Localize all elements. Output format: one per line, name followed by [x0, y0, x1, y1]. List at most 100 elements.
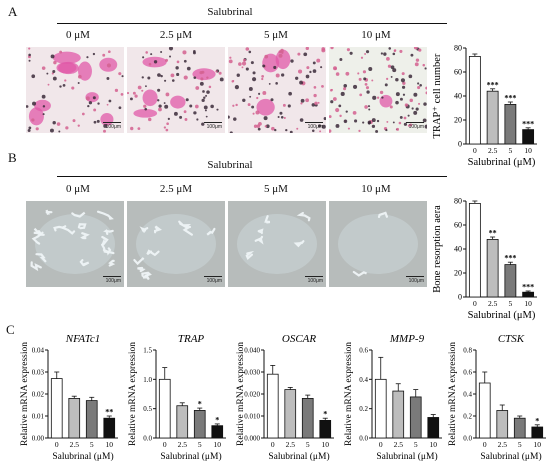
y-tick-label: 0.020	[244, 391, 260, 399]
bar	[486, 239, 499, 298]
y-axis-label: TRAP⁺ cell number	[432, 53, 443, 138]
trap-positive-cell	[52, 51, 81, 64]
scale-bar-label: 100μm	[206, 278, 222, 284]
x-tick-label: 5	[90, 440, 94, 449]
bar	[504, 264, 517, 298]
significance-mark: **	[489, 229, 497, 238]
x-axis-label: Salubrinal (μM)	[468, 310, 536, 321]
significance-mark: ***	[487, 80, 499, 89]
panel-b-conc-0: 0 μM	[66, 183, 90, 195]
bar	[409, 396, 422, 439]
bar	[68, 398, 81, 439]
bar	[478, 382, 491, 439]
chart-title: TRAP	[178, 333, 205, 345]
panel-label-b: B	[8, 150, 17, 165]
panel-a-conc-0: 0 μM	[66, 29, 90, 41]
x-axis-label: Salubrinal (μM)	[376, 451, 437, 462]
trap-positive-cell	[58, 61, 79, 75]
trap-positive-cell	[256, 98, 275, 116]
bar	[284, 389, 297, 439]
panel-a-conc-1: 2.5 μM	[159, 29, 193, 41]
bar	[193, 410, 206, 439]
chart-b: 0 20 40 60 80 0 ** 2.5 *** 5 *** 10 Salubrinal (μM) B…	[432, 197, 537, 321]
x-tick-label: 2.5	[286, 440, 296, 449]
y-tick-label: 80	[454, 197, 462, 206]
panel-a-treatment-line	[57, 23, 447, 24]
trap-positive-cell	[142, 89, 158, 107]
significance-mark: **	[105, 408, 113, 417]
pit-micrograph-3: 100μm	[329, 201, 427, 287]
y-tick-label: 0.0	[463, 435, 472, 443]
trap-micrograph-0: 100μm	[26, 47, 124, 133]
x-tick-label: 5	[198, 440, 202, 449]
scale-bar	[305, 122, 323, 123]
x-tick-label: 10	[430, 440, 438, 449]
scale-bar-label: 100μm	[307, 278, 323, 284]
y-tick-label: 0.000	[244, 435, 260, 443]
x-tick-label: 5	[414, 440, 418, 449]
panel-b-conc-1: 2.5 μM	[159, 183, 193, 195]
y-tick-label: 40	[454, 245, 462, 254]
x-tick-label: 0	[55, 440, 59, 449]
y-tick-label: 0.01	[32, 413, 45, 421]
y-tick-label: 0.010	[244, 413, 260, 421]
trap-positive-cell	[133, 108, 158, 118]
scale-bar-label: 100μm	[408, 124, 424, 130]
y-tick-label: 0.0	[359, 435, 368, 443]
y-tick-label: 0.2	[359, 405, 368, 413]
x-tick-label: 5	[509, 299, 513, 308]
trap-micrograph-1: 100μm	[127, 47, 225, 133]
chart-c-nfatc1: NFATc1 0.00 0.01 0.02 0.03 0.04 0 2.5 5 ** 10 Salub…	[20, 333, 118, 462]
x-tick-label: 2.5	[488, 299, 498, 308]
scale-bar-label: 100μm	[105, 124, 121, 130]
y-tick-label: 0.04	[32, 347, 45, 355]
scale-bar-label: 100μm	[307, 124, 323, 130]
scale-bar	[406, 276, 424, 277]
x-tick-label: 5	[509, 146, 513, 155]
scale-bar	[103, 122, 121, 123]
panel-a-treatment-label: Salubrinal	[207, 6, 253, 18]
chart-c-trap: TRAP 0.0 0.5 1.0 1.5 0 2.5 * 5 * 10 Salubrinal (μM)…	[128, 333, 226, 462]
x-tick-label: 0	[473, 299, 477, 308]
y-tick-label: 0.6	[359, 347, 368, 355]
y-tick-label: 0.040	[244, 347, 260, 355]
pit-micrograph-1: 100μm	[127, 201, 225, 287]
y-tick-label: 0.00	[32, 435, 45, 443]
trap-positive-cell	[170, 95, 186, 109]
bar	[427, 417, 440, 439]
y-tick-label: 0.5	[143, 405, 152, 413]
scale-bar	[204, 276, 222, 277]
y-tick-label: 20	[454, 116, 462, 125]
scale-bar-label: 100μm	[105, 278, 121, 284]
y-tick-label: 20	[454, 269, 462, 278]
chart-c-oscar: OSCAR 0.000 0.010 0.020 0.030 0.040 0 2.5 5 * 10 Sa…	[236, 333, 334, 462]
y-tick-label: 60	[454, 68, 462, 77]
scale-bar	[103, 276, 121, 277]
bar	[301, 398, 314, 439]
y-tick-label: 0.030	[244, 369, 260, 377]
bar	[513, 417, 526, 439]
y-tick-label: 60	[454, 221, 462, 230]
significance-mark: ***	[522, 119, 534, 128]
trap-positive-cell	[379, 94, 393, 108]
y-axis-label: Bone resorption aera	[432, 205, 443, 293]
bar	[158, 378, 171, 439]
y-tick-label: 0	[458, 293, 462, 302]
bar	[496, 410, 509, 439]
bar	[374, 378, 387, 439]
x-tick-label: 2.5	[394, 440, 404, 449]
significance-mark: ***	[504, 254, 516, 263]
x-axis-label: Salubrinal (μM)	[52, 451, 113, 462]
y-tick-label: 0	[458, 140, 462, 149]
y-tick-label: 0.4	[463, 391, 472, 399]
trap-positive-cell	[192, 68, 216, 81]
x-tick-label: 10	[524, 299, 532, 308]
y-axis-label: Relative mRNA expression	[20, 342, 30, 446]
x-tick-label: 0	[163, 440, 167, 449]
x-tick-label: 10	[322, 440, 330, 449]
bar	[85, 400, 98, 439]
x-tick-label: 2.5	[488, 146, 498, 155]
y-tick-label: 0.4	[359, 376, 368, 384]
significance-mark: *	[535, 416, 539, 425]
bar	[522, 291, 535, 298]
